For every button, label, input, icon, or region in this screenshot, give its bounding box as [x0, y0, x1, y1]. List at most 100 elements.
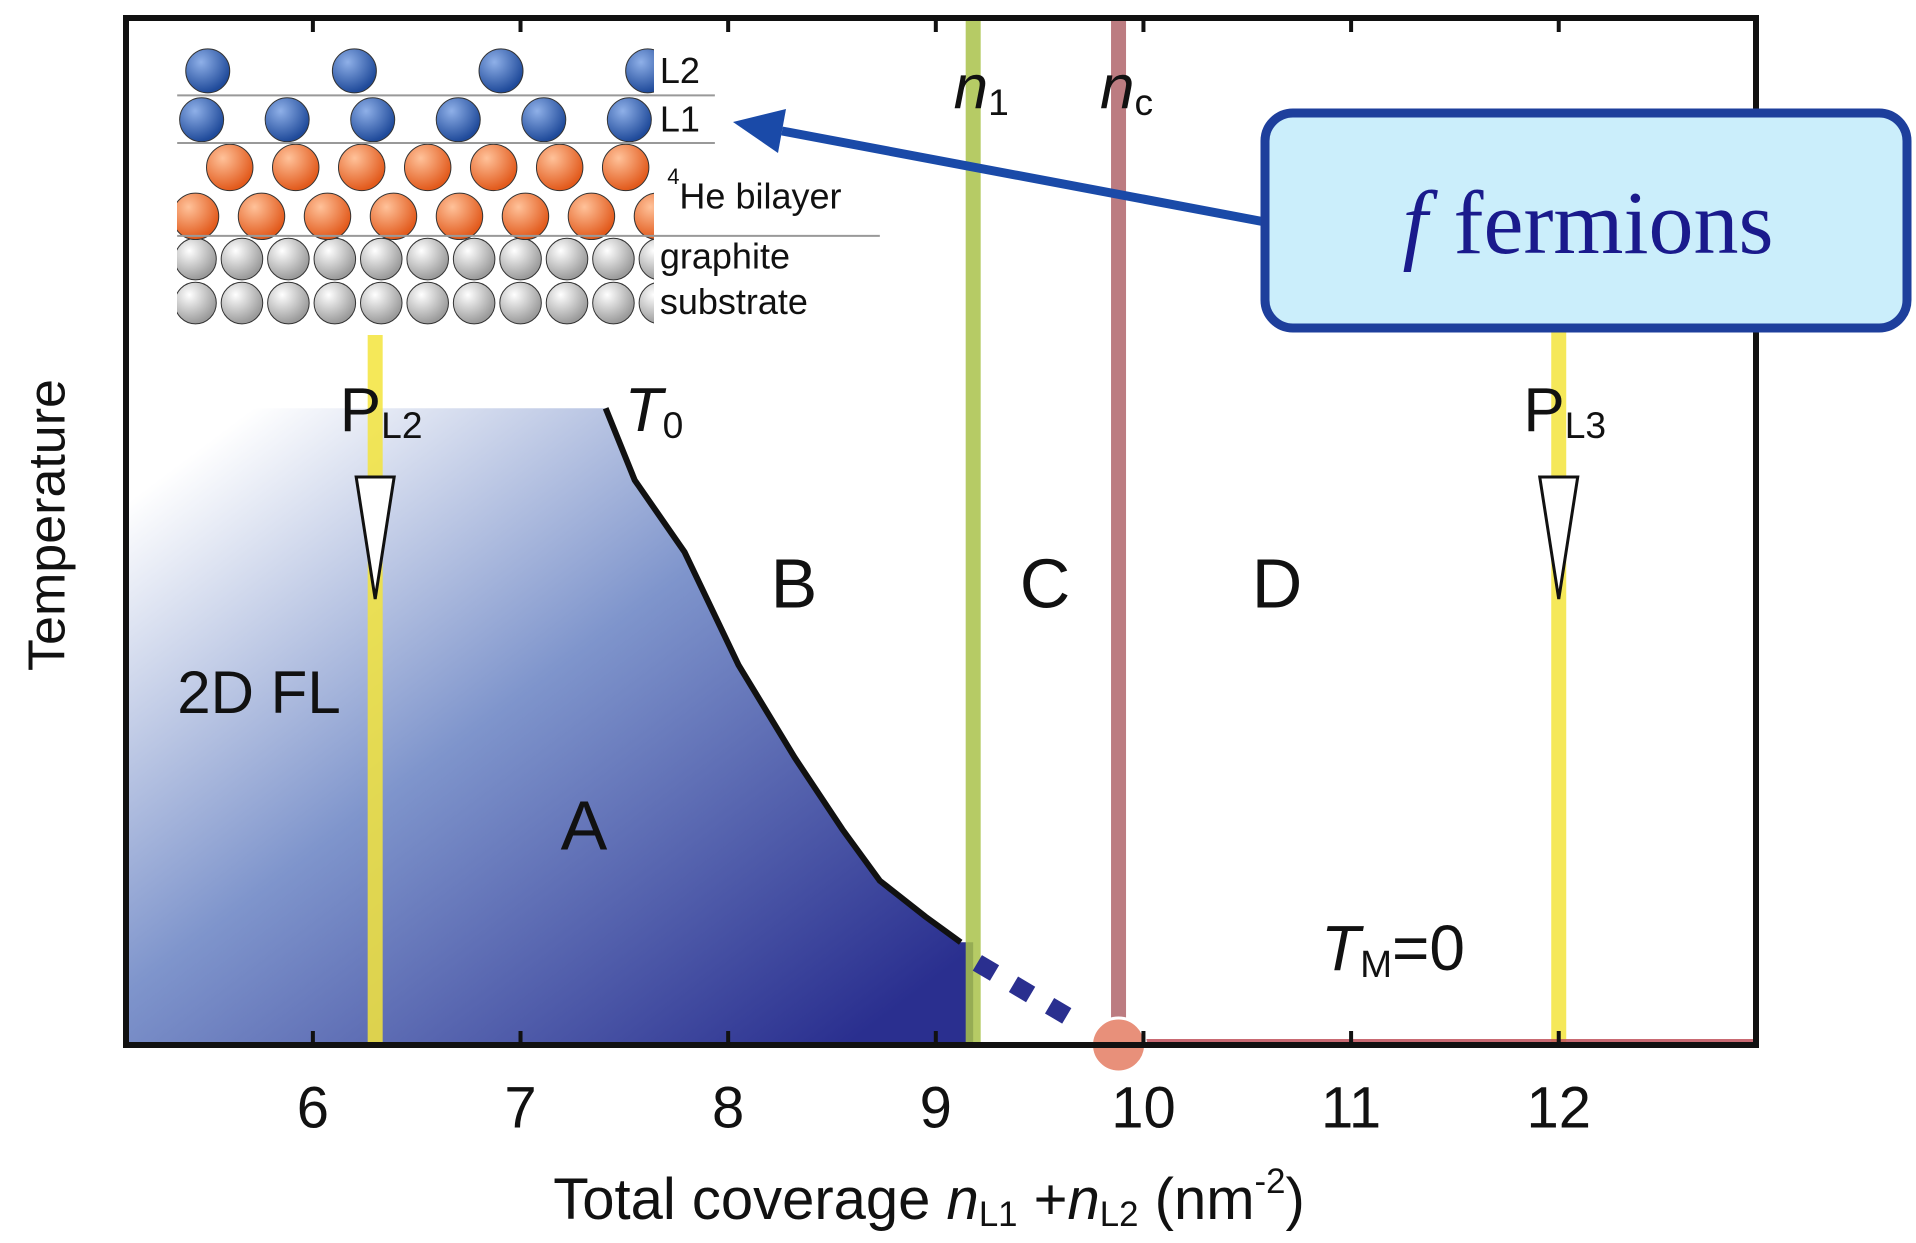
x-tick-label: 12 — [1526, 1075, 1591, 1140]
atom — [221, 238, 263, 280]
x-axis-title-part: L2 — [1100, 1195, 1139, 1234]
atom — [593, 282, 635, 324]
boundary-dashed — [977, 963, 1081, 1025]
atom — [593, 238, 635, 280]
x-axis-title-part: Total coverage — [553, 1167, 946, 1232]
line-label-part: n — [954, 53, 988, 122]
x-axis-title: Total coverage nL1 +nL2 (nm-2) — [553, 1162, 1305, 1234]
x-tick-label: 11 — [1321, 1075, 1381, 1140]
inset-label: 4 — [667, 164, 679, 189]
tm-label-part: T — [1321, 912, 1364, 984]
x-axis-title-part: L1 — [979, 1195, 1018, 1234]
atom — [407, 238, 449, 280]
region-label: B — [771, 544, 818, 622]
atom — [221, 282, 263, 324]
atom — [404, 144, 450, 190]
callout-word: fermions — [1454, 174, 1774, 273]
atom — [207, 144, 253, 190]
atom — [314, 238, 356, 280]
curve-label-part: T — [625, 376, 667, 445]
region-a-fill — [126, 408, 973, 1045]
atom — [238, 193, 284, 239]
atom — [172, 193, 218, 239]
x-axis-title-part: ) — [1285, 1167, 1304, 1232]
atom — [304, 193, 350, 239]
atom — [175, 238, 217, 280]
arrow — [782, 131, 1265, 222]
inset-label: L1 — [660, 99, 700, 140]
region-label: A — [561, 786, 608, 864]
atom — [314, 282, 356, 324]
atom — [360, 238, 402, 280]
pointer-triangle — [1540, 477, 1578, 599]
inset-label: L2 — [660, 50, 700, 91]
atom — [536, 144, 582, 190]
y-axis-title: Temperature — [19, 379, 77, 671]
atom — [470, 144, 516, 190]
atom — [268, 282, 310, 324]
x-axis-title-part: (nm — [1139, 1167, 1255, 1232]
atom — [502, 193, 548, 239]
atom — [479, 49, 523, 93]
x-tick-label: 8 — [712, 1075, 744, 1140]
atom — [351, 98, 395, 142]
arrow-head — [733, 109, 786, 153]
tm-label-part: =0 — [1392, 912, 1465, 984]
x-axis-title-part: -2 — [1255, 1162, 1286, 1201]
atom — [500, 238, 542, 280]
atom — [186, 49, 230, 93]
line-label-part: L3 — [1565, 404, 1606, 446]
line-label: n1 — [954, 53, 1009, 123]
curve-label: T0 — [625, 376, 684, 446]
atom — [436, 98, 480, 142]
tm-label-part: M — [1360, 943, 1392, 986]
x-axis-title-part: n — [947, 1167, 979, 1232]
atom — [180, 98, 224, 142]
inset-label: substrate — [660, 281, 808, 322]
phase-diagram: PL2n1ncPL3T0TM=0ABCD2D FL6789101112Total… — [0, 0, 1916, 1243]
atom — [338, 144, 384, 190]
atom — [453, 238, 495, 280]
atom — [268, 238, 310, 280]
atom — [175, 282, 217, 324]
line-label-part: P — [340, 376, 381, 445]
curve-label-part: 0 — [663, 404, 684, 446]
atom — [273, 144, 319, 190]
atom — [546, 238, 588, 280]
atom — [332, 49, 376, 93]
line-label-part: L2 — [381, 404, 422, 446]
inset-label: graphite — [660, 236, 790, 277]
x-axis-title-part: + — [1018, 1167, 1068, 1232]
line-label: nc — [1100, 53, 1153, 123]
atom — [607, 98, 651, 142]
atom — [265, 98, 309, 142]
x-tick-label: 9 — [920, 1075, 952, 1140]
region-label: 2D FL — [177, 659, 340, 726]
atom — [546, 282, 588, 324]
atom — [436, 193, 482, 239]
region-label: D — [1252, 544, 1303, 622]
atom — [634, 193, 680, 239]
inset-label: He bilayer — [679, 176, 841, 217]
atom — [568, 193, 614, 239]
atom — [407, 282, 449, 324]
atom — [602, 144, 648, 190]
tm-label: TM=0 — [1321, 912, 1465, 986]
line-label-part: n — [1100, 53, 1134, 122]
line-label-part: c — [1134, 81, 1153, 123]
atom — [453, 282, 495, 324]
atom — [370, 193, 416, 239]
x-tick-label: 10 — [1111, 1075, 1176, 1140]
x-axis-title-part: n — [1068, 1167, 1100, 1232]
x-tick-label: 7 — [504, 1075, 536, 1140]
atom — [522, 98, 566, 142]
atom — [500, 282, 542, 324]
x-tick-label: 6 — [297, 1075, 329, 1140]
region-label: C — [1020, 544, 1071, 622]
atom — [360, 282, 402, 324]
line-label-part: 1 — [988, 81, 1009, 123]
line-label-part: P — [1523, 376, 1564, 445]
